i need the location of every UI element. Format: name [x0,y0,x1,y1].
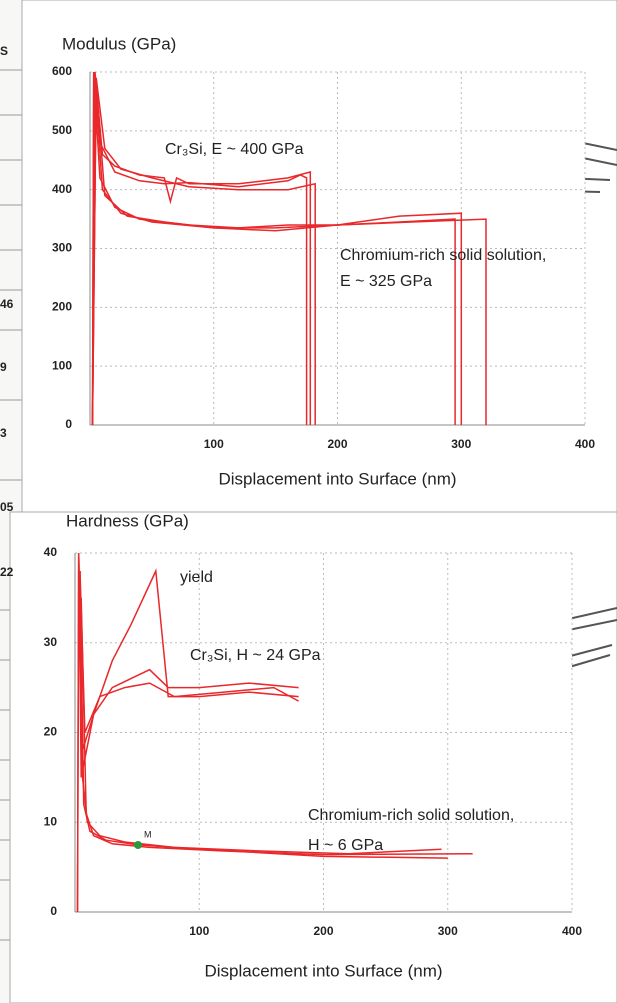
table-cell-fragment: 46 [0,297,14,311]
y-tick-label: 600 [52,64,72,78]
x-tick-label: 400 [575,437,595,451]
data-line [76,552,299,913]
y-tick-label: 10 [44,814,58,828]
x-axis-label: Displacement into Surface (nm) [204,961,442,980]
data-line [91,71,312,426]
x-tick-label: 100 [189,924,209,938]
y-tick-label: 400 [52,182,72,196]
axis-title: Modulus (GPa) [62,34,176,53]
y-tick-label: 100 [52,358,72,372]
y-tick-label: 20 [44,725,58,739]
axis-title: Hardness (GPa) [66,511,189,530]
data-line [91,77,316,426]
y-tick-label: 0 [50,904,57,918]
background-table-lines [0,69,22,941]
y-tick-label: 0 [65,417,72,431]
table-cell-fragment: 9 [0,360,7,374]
annotation: H ~ 6 GPa [308,837,383,854]
y-tick-label: 300 [52,241,72,255]
x-tick-label: 400 [562,924,582,938]
marker-label: M [144,829,152,839]
y-tick-label: 200 [52,300,72,314]
table-cell-fragment: S [0,44,8,58]
data-line [79,570,448,859]
x-axis-label: Displacement into Surface (nm) [218,469,456,488]
table-cell-fragment: 05 [0,500,14,514]
table-cell-fragment: 22 [0,565,14,579]
y-tick-label: 40 [44,545,58,559]
data-line [80,597,473,856]
annotation: yield [180,569,213,586]
data-line [77,552,299,751]
annotation: E ~ 325 GPa [340,273,432,290]
data-line [79,570,299,733]
annotation: Chromium-rich solid solution, [308,807,514,824]
y-tick-label: 30 [44,635,58,649]
plot-area [75,553,572,912]
x-tick-label: 200 [327,437,347,451]
annotation: Chromium-rich solid solution, [340,247,546,264]
annotation: Cr₃Si, E ~ 400 GPa [165,141,304,158]
annotation: Cr₃Si, H ~ 24 GPa [190,647,321,664]
y-tick-label: 500 [52,123,72,137]
x-tick-label: 300 [451,437,471,451]
data-line [76,552,442,913]
data-line [91,83,487,426]
x-tick-label: 200 [313,924,333,938]
x-tick-label: 300 [438,924,458,938]
table-cell-fragment: 3 [0,426,7,440]
x-tick-label: 100 [204,437,224,451]
marker [134,841,142,849]
